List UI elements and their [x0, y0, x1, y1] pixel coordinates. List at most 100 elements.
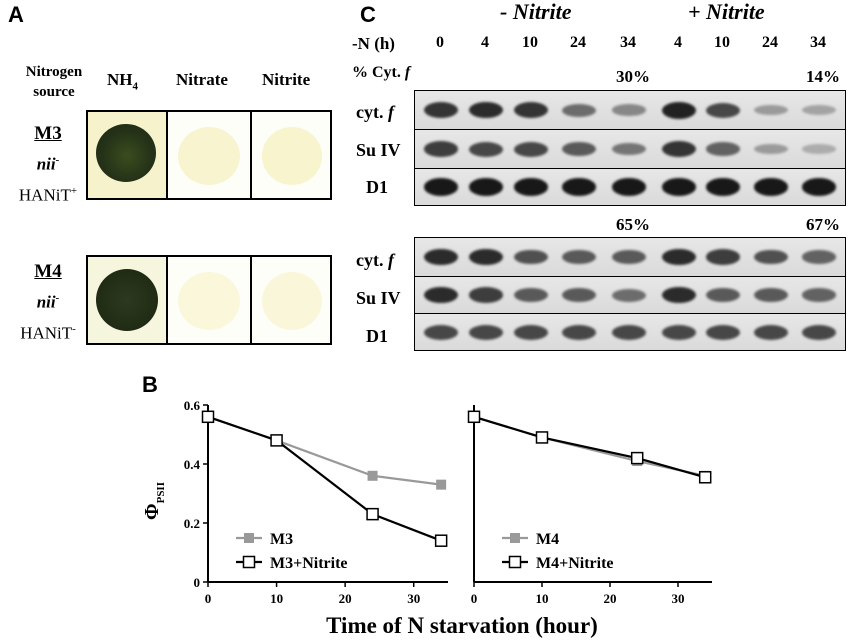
- western-blot-band: [514, 178, 548, 196]
- western-blot-band: [662, 286, 696, 304]
- data-point: [367, 470, 378, 481]
- data-point: [203, 411, 213, 422]
- western-blot-band: [562, 103, 596, 117]
- y-tick-label: 0: [194, 575, 201, 590]
- western-blot-band: [754, 143, 788, 155]
- western-blot-band: [612, 142, 646, 156]
- blot1-suiv-row: [414, 129, 846, 169]
- strain-m4-marker: HANiT-: [20, 322, 76, 343]
- western-blot-band: [612, 288, 646, 302]
- time-label: -N (h): [352, 34, 395, 53]
- nitrogen-source-label: Nitrogen source: [12, 62, 96, 102]
- x-tick-label: 20: [339, 591, 352, 606]
- western-blot-band: [662, 248, 696, 266]
- western-blot-band: [662, 101, 696, 119]
- western-blot-band: [424, 286, 458, 304]
- western-blot-band: [612, 250, 646, 264]
- data-point: [434, 534, 448, 547]
- western-blot-band: [802, 324, 836, 340]
- m3-nitrate-spot: [178, 127, 240, 185]
- data-point: [201, 410, 215, 424]
- blot2-pct-plus: 67%: [806, 215, 840, 234]
- data-point: [469, 411, 479, 422]
- data-point: [270, 434, 283, 447]
- data-point: [467, 410, 481, 424]
- strain-m3-allele: nii-: [36, 154, 60, 174]
- western-blot-band: [469, 248, 503, 266]
- western-blot-band: [754, 104, 788, 116]
- western-blot-band: [706, 178, 740, 196]
- m3-nitrite-spot: [262, 127, 322, 185]
- western-blot-band: [562, 178, 596, 196]
- nh4-subscript: 4: [132, 80, 139, 93]
- western-blot-band: [562, 324, 596, 340]
- blot1-d1-row: [414, 168, 846, 206]
- strain-m3-label: M3 nii- HANiT+: [8, 120, 88, 208]
- time-point-label: 34: [810, 34, 826, 51]
- m3-nitrite-well: [250, 110, 332, 200]
- western-blot-band: [514, 324, 548, 340]
- blot2-suiv-row: [414, 276, 846, 314]
- western-blot-band: [802, 250, 836, 264]
- western-blot-band: [706, 102, 740, 118]
- western-blot-band: [662, 324, 696, 340]
- blot1-pct-minus: 30%: [616, 67, 650, 86]
- blot2-d1-label: D1: [366, 326, 388, 346]
- nitrogen-source-line2: source: [33, 84, 75, 100]
- legend-label: M3: [270, 531, 293, 548]
- legend-label: M4+Nitrite: [536, 555, 614, 572]
- western-blot-band: [612, 104, 646, 116]
- western-blot-band: [754, 178, 788, 196]
- series-line-m4: [473, 415, 706, 477]
- m4-nitrite-well: [250, 255, 332, 345]
- x-axis-label: Time of N starvation (hour): [326, 613, 598, 638]
- western-blot-band: [802, 105, 836, 115]
- x-tick-label: 10: [536, 591, 549, 606]
- western-blot-band: [562, 142, 596, 156]
- m3-nitrate-well: [166, 110, 252, 200]
- data-point: [700, 470, 711, 481]
- panel-b-letter: B: [142, 372, 158, 397]
- western-blot-band: [514, 249, 548, 265]
- y-tick-label: 0.4: [184, 457, 201, 472]
- time-point-label: 4: [674, 34, 682, 51]
- western-blot-band: [514, 141, 548, 157]
- x-tick-label: 0: [471, 591, 478, 606]
- blot2-suiv-label: Su IV: [356, 288, 401, 308]
- data-point: [436, 479, 447, 490]
- legend-label: M4: [536, 531, 559, 548]
- strain-m3-name: M3: [34, 123, 62, 144]
- data-point: [366, 507, 379, 521]
- western-blot-band: [469, 287, 503, 303]
- western-blot-band: [662, 141, 696, 157]
- data-point: [535, 431, 549, 444]
- blot1-pct-plus: 14%: [806, 67, 840, 86]
- series-line-m3: [207, 415, 442, 486]
- time-point-label: 10: [522, 34, 538, 51]
- x-tick-label: 30: [672, 591, 685, 606]
- western-blot-band: [662, 178, 696, 196]
- time-point-label: 0: [436, 34, 444, 51]
- panel-c-letter: C: [360, 2, 376, 27]
- x-tick-label: 10: [270, 591, 283, 606]
- blot1-cytf-row: [414, 90, 846, 130]
- legend-marker: [508, 555, 522, 569]
- western-blot-band: [469, 101, 503, 119]
- western-blot-band: [754, 288, 788, 302]
- y-axis-label: ΦPSII: [141, 482, 167, 520]
- strain-m4-allele: nii-: [36, 292, 60, 312]
- western-blot-band: [706, 142, 740, 156]
- nitrite-header: Nitrite: [262, 70, 311, 89]
- blot2-d1-row: [414, 313, 846, 351]
- blot2-cytf-row: [414, 237, 846, 277]
- panel-a-letter: A: [8, 2, 24, 27]
- data-point: [630, 451, 644, 465]
- legend-label: M3+Nitrite: [270, 555, 348, 572]
- western-blot-band: [754, 249, 788, 265]
- western-blot-band: [514, 288, 548, 302]
- time-point-label: 24: [762, 34, 778, 51]
- blot2-cytf-label: cyt. f: [356, 250, 394, 270]
- western-blot-band: [706, 288, 740, 302]
- m4-nitrite-spot: [262, 272, 322, 330]
- legend-marker: [244, 533, 254, 543]
